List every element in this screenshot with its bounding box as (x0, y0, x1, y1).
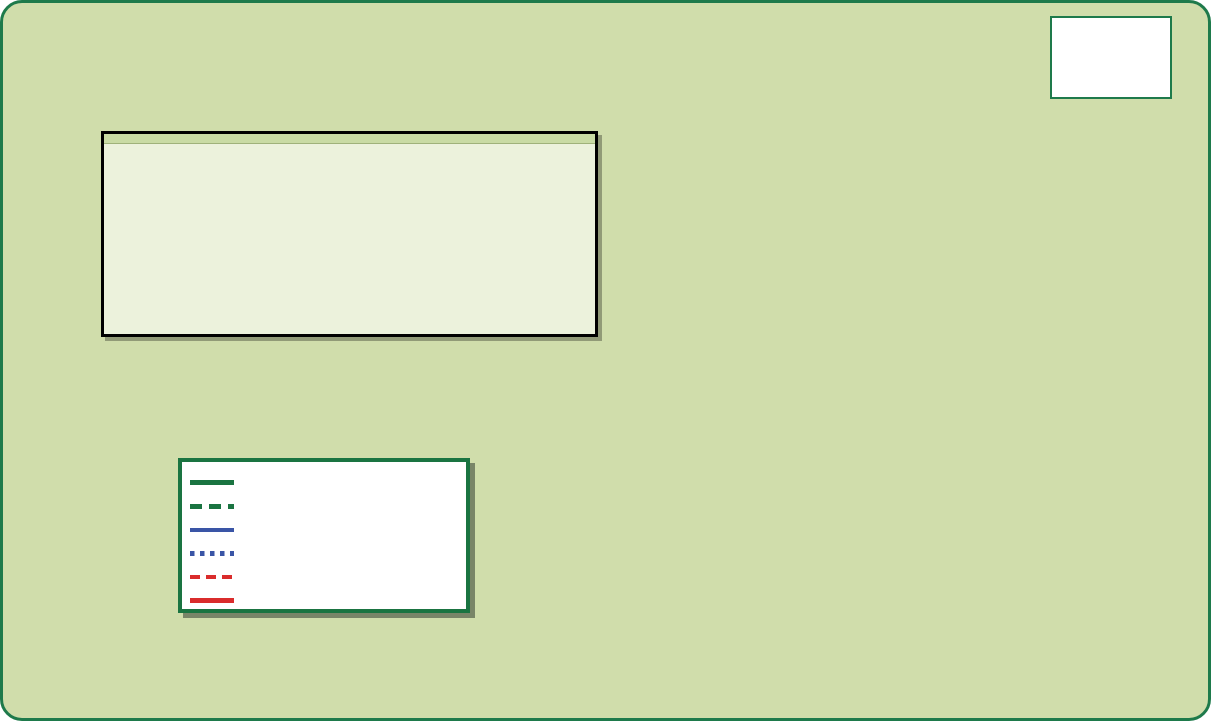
cct-logo (1050, 16, 1172, 99)
legend-sample-dashed-green-line (190, 503, 234, 509)
info-box-header (104, 134, 595, 144)
legend-sample-solid-blue-line (190, 528, 234, 532)
legend-item (190, 589, 466, 613)
legend-sample-dotted-blue-line (190, 551, 234, 556)
legend-sample-solid-green-line (190, 480, 234, 486)
info-box (101, 131, 598, 337)
legend-item (190, 565, 466, 589)
legend-sample-solid-red-line (190, 598, 234, 603)
chart-legend (178, 458, 470, 613)
legend-sample-dashed-red-line (190, 575, 234, 579)
legend-item (190, 471, 466, 495)
legend-item (190, 542, 466, 566)
info-box-body (104, 144, 595, 150)
legend-item (190, 518, 466, 542)
legend-item (190, 495, 466, 519)
